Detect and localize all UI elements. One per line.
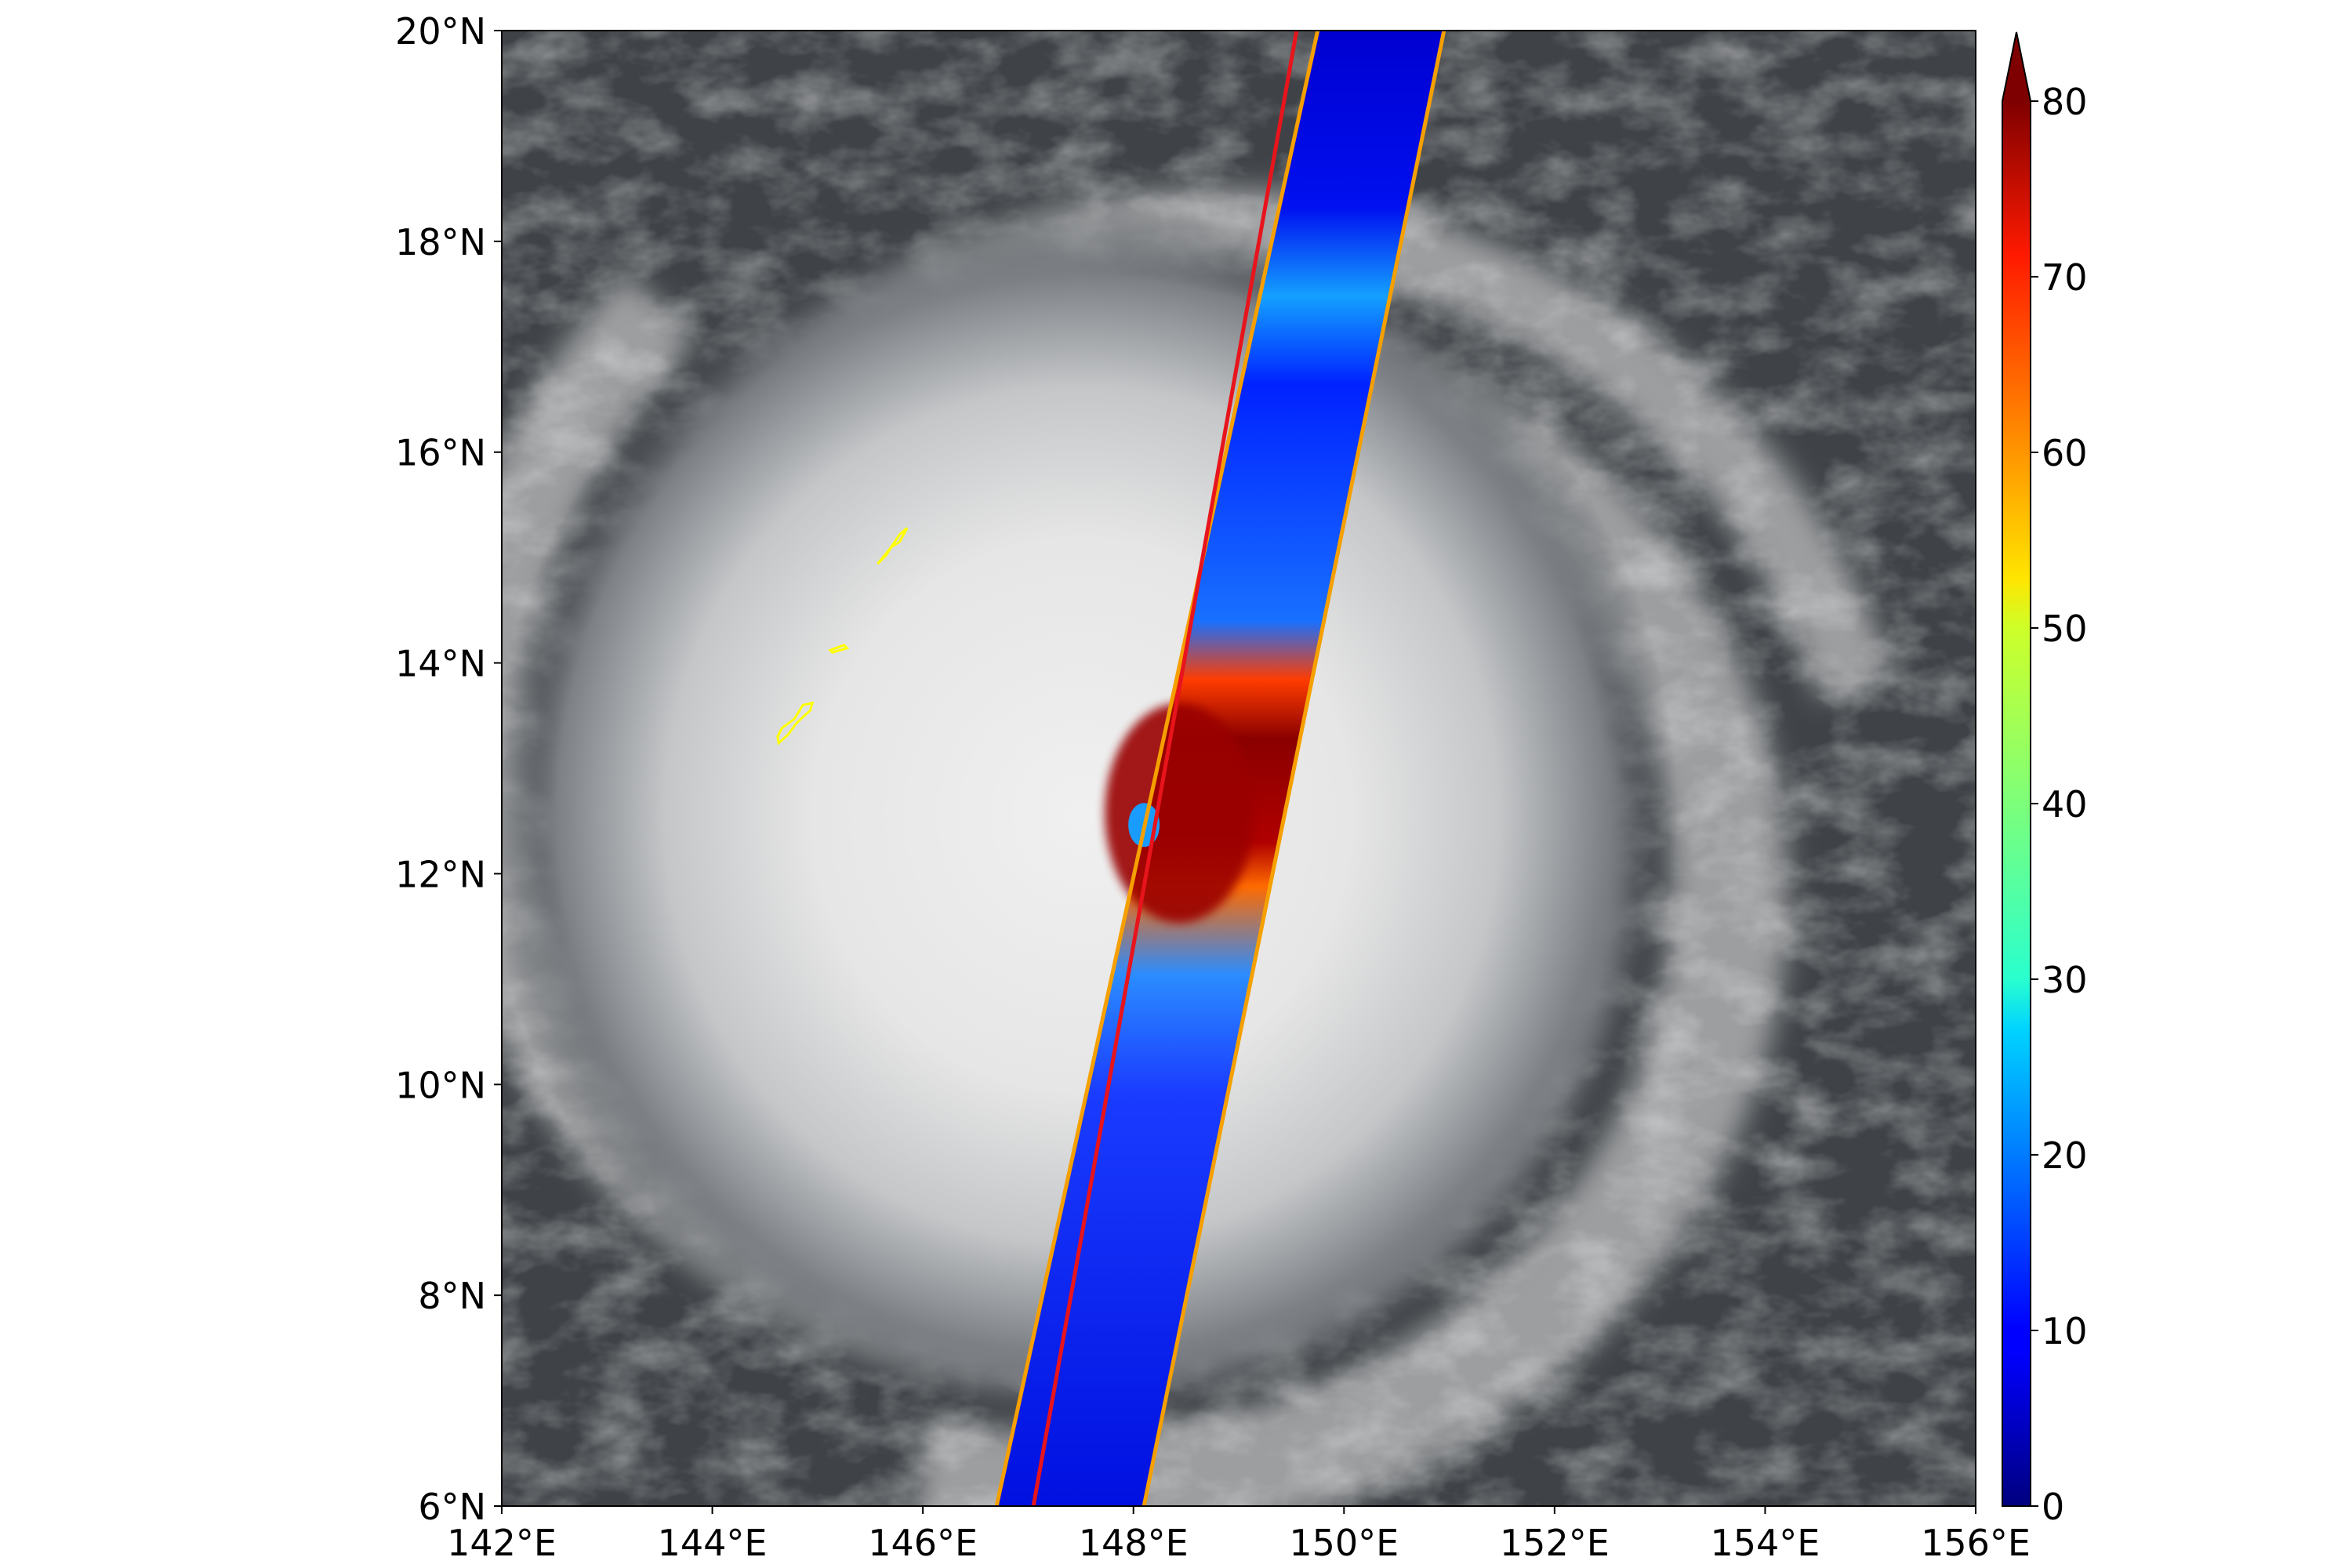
colorbar-tick-label: 20 xyxy=(2042,1134,2088,1177)
y-tick-label: 10°N xyxy=(395,1064,486,1106)
y-tick-label: 14°N xyxy=(395,643,486,685)
x-tick-label: 156°E xyxy=(1921,1522,2031,1564)
colorbar-outline xyxy=(2002,31,2031,1507)
swath-center-line xyxy=(1031,31,1299,1506)
y-tick-label: 20°N xyxy=(395,10,486,53)
x-tick-label: 142°E xyxy=(447,1522,557,1564)
map-frame xyxy=(501,30,1976,1507)
colorbar-tick-label: 0 xyxy=(2042,1486,2064,1528)
x-tick-label: 148°E xyxy=(1079,1522,1189,1564)
y-tick-label: 8°N xyxy=(418,1275,486,1317)
eyewall xyxy=(1105,703,1254,924)
radar-swath xyxy=(994,31,1446,1506)
colorbar-tick-label: 30 xyxy=(2042,959,2088,1001)
colorbar-tick-label: 10 xyxy=(2042,1310,2088,1352)
colorbar-tick-label: 50 xyxy=(2042,608,2088,650)
swath-edge-right xyxy=(1142,31,1446,1506)
island-outline xyxy=(776,701,815,746)
island-outline xyxy=(890,527,909,548)
colorbar: 0 10 20 30 40 50 60 70 80 xyxy=(2002,31,2088,1528)
latitude-axis: 6°N 8°N 10°N 12°N 14°N 16°N 18°N 20°N xyxy=(395,10,502,1528)
colorbar-extend-arrow xyxy=(2002,32,2031,101)
x-tick-label: 150°E xyxy=(1289,1522,1399,1564)
x-tick-label: 154°E xyxy=(1710,1522,1820,1564)
colorbar-tick-label: 80 xyxy=(2042,81,2088,123)
colorbar-ticks: 0 10 20 30 40 50 60 70 80 xyxy=(2031,81,2088,1528)
colorbar-tick-label: 70 xyxy=(2042,256,2088,299)
island-outlines xyxy=(776,527,909,746)
colorbar-tick-label: 60 xyxy=(2042,432,2088,474)
x-tick-label: 146°E xyxy=(868,1522,978,1564)
y-tick-label: 18°N xyxy=(395,221,486,263)
storm-cloud-mass xyxy=(502,204,1678,1427)
y-tick-label: 16°N xyxy=(395,432,486,474)
y-tick-label: 12°N xyxy=(395,853,486,895)
swath-edge-left xyxy=(994,31,1320,1506)
x-tick-label: 152°E xyxy=(1500,1522,1610,1564)
x-tick-label: 144°E xyxy=(658,1522,768,1564)
colorbar-gradient xyxy=(2002,101,2031,1506)
longitude-axis: 142°E 144°E 146°E 148°E 150°E 152°E 154°E 156°E xyxy=(447,1506,2031,1564)
colorbar-tick-label: 40 xyxy=(2042,783,2088,826)
y-tick-label: 6°N xyxy=(418,1486,486,1528)
island-outline xyxy=(828,643,850,654)
satellite-map xyxy=(502,31,1976,1506)
